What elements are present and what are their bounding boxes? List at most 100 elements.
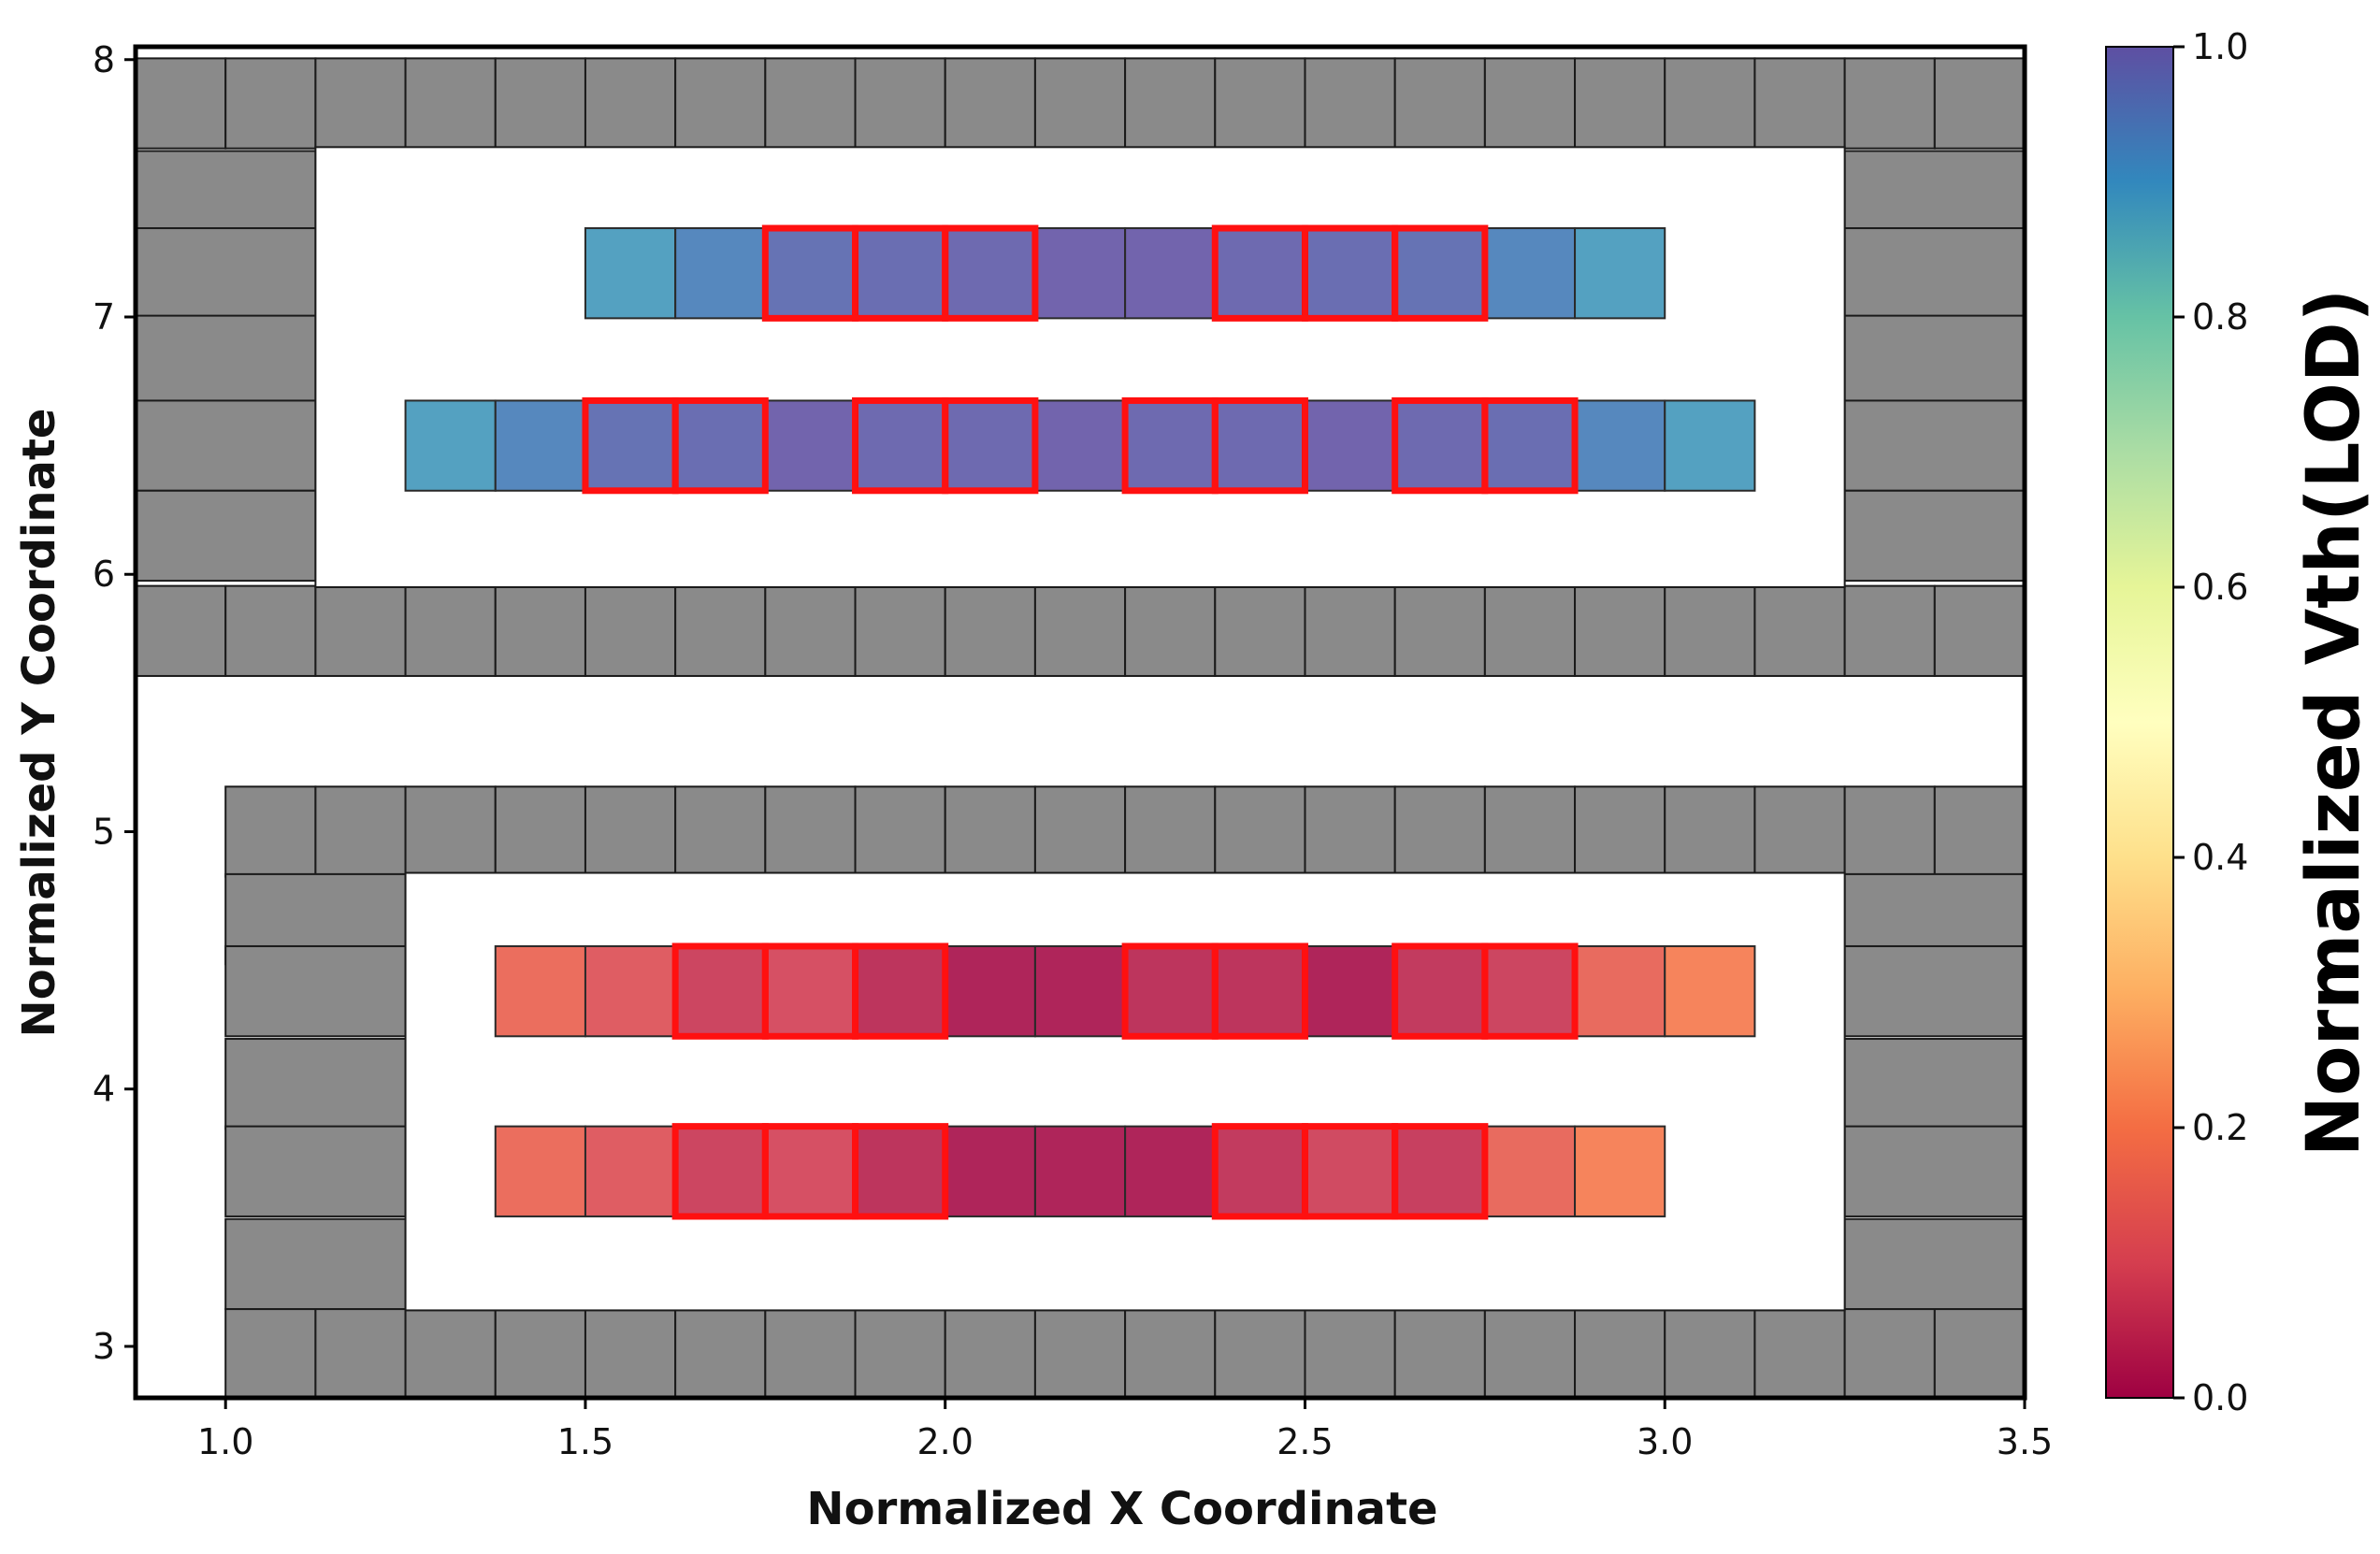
dummy-cell	[1664, 1308, 1756, 1401]
dummy-cell	[1393, 1308, 1486, 1401]
highlight-boxes	[582, 224, 1579, 1220]
data-cell	[944, 944, 1036, 1038]
y-tick-label: 8	[93, 39, 115, 80]
dummy-cell	[135, 227, 317, 320]
dummy-cell	[1574, 584, 1666, 677]
dummy-cell	[854, 584, 946, 677]
dummy-cell	[314, 57, 407, 150]
dummy-cell	[1214, 584, 1306, 677]
data-cell	[1214, 399, 1306, 492]
highlight-box	[1392, 224, 1489, 322]
dummy-cell	[1304, 584, 1396, 677]
dummy-cell	[1664, 57, 1756, 150]
dummy-cell	[1033, 57, 1127, 150]
dummy-cell	[1843, 57, 1936, 150]
dummy-cell	[1933, 57, 2027, 150]
dummy-cell	[1753, 785, 1846, 878]
dummy-cell	[584, 785, 677, 878]
dummy-cell	[1933, 1308, 2027, 1401]
dummy-cell	[944, 1308, 1036, 1401]
data-cell	[584, 944, 677, 1038]
dummy-cell	[854, 785, 946, 878]
dummy-cell	[1393, 584, 1486, 677]
data-cell	[1483, 227, 1577, 320]
dummy-cell	[764, 57, 857, 150]
colorbar-tick-label: 1.0	[2192, 26, 2248, 67]
highlight-box	[942, 224, 1039, 322]
dummy-cell	[1574, 785, 1666, 878]
data-cell	[1664, 399, 1756, 492]
dummy-cell	[854, 57, 946, 150]
data-cell	[1033, 944, 1127, 1038]
y-tick-label: 7	[93, 296, 115, 338]
dummy-cell	[1483, 57, 1577, 150]
dummy-cell	[944, 785, 1036, 878]
data-cell	[584, 1125, 677, 1217]
active-region	[404, 871, 1846, 1312]
y-tick-label: 5	[93, 811, 115, 852]
axes: 1.0 1.5 2.0 2.5 3.0 3.5 3 4 5 6 7 8	[93, 39, 2053, 1462]
dummy-cell	[1574, 57, 1666, 150]
data-cell	[1214, 944, 1306, 1038]
data-cell	[674, 399, 767, 492]
dummy-cell	[944, 57, 1036, 150]
colorbar-tick-label: 0.2	[2192, 1107, 2248, 1148]
dummy-cell	[224, 1308, 317, 1401]
dummy-cell	[1933, 584, 2027, 677]
data-cell	[1393, 399, 1486, 492]
dummy-cell	[1483, 785, 1577, 878]
dummy-cell	[1843, 1038, 2026, 1130]
data-cell	[764, 399, 857, 492]
dummy-cell	[1843, 314, 2026, 407]
dummy-cell	[494, 57, 586, 150]
data-cell	[1124, 1125, 1217, 1217]
dummy-cells	[135, 57, 2027, 1401]
data-cell	[494, 944, 586, 1038]
dummy-cell	[1843, 584, 1936, 677]
highlight-box	[671, 396, 769, 495]
data-cell	[944, 227, 1036, 320]
active-region	[314, 146, 1846, 588]
dummy-cell	[224, 1038, 407, 1130]
dummy-cell	[1753, 1308, 1846, 1401]
data-cell	[674, 1125, 767, 1217]
x-tick-label: 2.0	[916, 1421, 973, 1462]
dummy-cell	[674, 57, 767, 150]
dummy-cell	[1304, 57, 1396, 150]
dummy-cell	[1124, 584, 1217, 677]
dummy-cell	[224, 584, 317, 677]
dummy-cell	[1843, 227, 2026, 320]
data-cell	[1574, 944, 1666, 1038]
dummy-cell	[1033, 1308, 1127, 1401]
data-cell	[1033, 399, 1127, 492]
data-cell	[854, 399, 946, 492]
dummy-cell	[224, 785, 317, 878]
dummy-cell	[854, 1308, 946, 1401]
dummy-cell	[135, 489, 317, 583]
data-cell	[674, 944, 767, 1038]
dummy-cell	[314, 584, 407, 677]
dummy-cell	[1843, 944, 2026, 1038]
dummy-cell	[584, 1308, 677, 1401]
x-tick-label: 2.5	[1277, 1421, 1333, 1462]
data-cell	[1574, 227, 1666, 320]
data-cell	[1124, 399, 1217, 492]
highlight-box	[1481, 396, 1579, 495]
colorbar-gradient	[2105, 46, 2174, 1399]
dummy-cell	[1933, 785, 2027, 878]
data-cell	[1574, 399, 1666, 492]
dummy-cell	[764, 1308, 857, 1401]
dummy-cell	[1124, 1308, 1217, 1401]
data-cell	[1483, 944, 1577, 1038]
dummy-cell	[764, 584, 857, 677]
dummy-cell	[1304, 785, 1396, 878]
dummy-cell	[674, 1308, 767, 1401]
dummy-cell	[1483, 584, 1577, 677]
data-cell	[854, 944, 946, 1038]
dummy-cell	[404, 57, 497, 150]
y-tick-label: 4	[93, 1069, 115, 1110]
dummy-cell	[135, 584, 227, 677]
x-tick-label: 3.0	[1637, 1421, 1693, 1462]
data-cell	[1304, 399, 1396, 492]
dummy-cell	[314, 1308, 407, 1401]
